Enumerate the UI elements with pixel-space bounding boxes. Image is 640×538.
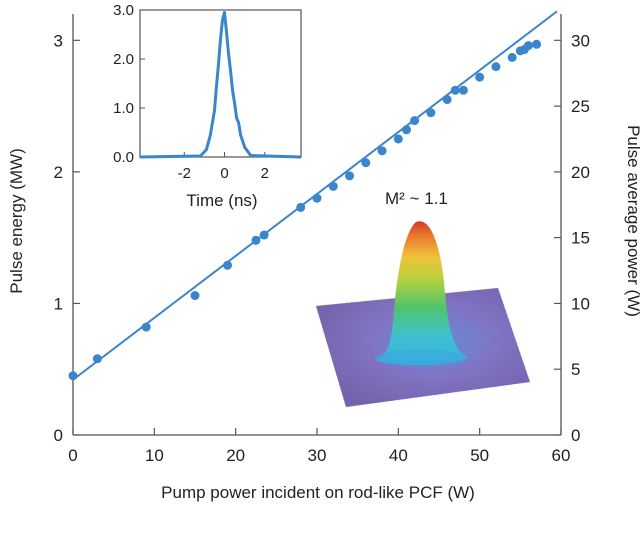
y-tick-label-right: 0 xyxy=(571,426,580,445)
x-tick-label: 60 xyxy=(552,446,571,465)
data-point xyxy=(458,85,468,95)
data-point xyxy=(312,193,322,203)
x-tick-label: 40 xyxy=(389,446,408,465)
y-tick-label-right: 30 xyxy=(571,31,590,50)
beam-quality-label: M² ~ 1.1 xyxy=(385,189,448,208)
y-axis-label-left: Pulse energy (MW) xyxy=(7,148,26,293)
x-tick-label: 0 xyxy=(68,446,77,465)
data-point xyxy=(345,171,355,181)
x-tick-label: 30 xyxy=(308,446,327,465)
inset-y-tick-label: 1.0 xyxy=(113,100,134,117)
inset-y-tick-label: 0.0 xyxy=(113,149,134,166)
beam-profile-image: M² ~ 1.1 xyxy=(315,189,531,408)
data-point xyxy=(523,41,533,51)
x-tick-label: 20 xyxy=(226,446,245,465)
data-point xyxy=(328,181,338,191)
data-point xyxy=(361,158,371,168)
data-point xyxy=(141,322,151,332)
data-point xyxy=(475,72,485,82)
inset-y-tick-label: 2.0 xyxy=(113,51,134,68)
y-tick-label-right: 20 xyxy=(571,163,590,182)
y-tick-label-right: 10 xyxy=(571,294,590,313)
x-tick-label: 50 xyxy=(470,446,489,465)
data-point xyxy=(393,134,403,144)
data-point xyxy=(507,52,517,62)
y-tick-label-left: 0 xyxy=(54,426,63,445)
beam-peak xyxy=(375,221,468,366)
beam-peak-base-ring xyxy=(375,350,467,366)
inset-y-tick-label: 3.0 xyxy=(113,2,134,19)
y-tick-label-right: 15 xyxy=(571,229,590,248)
inset-x-tick-label: -2 xyxy=(178,165,191,182)
data-point xyxy=(401,125,411,135)
pulse-inset: -2 0 2 0.0 1.0 2.0 3.0 Time (ns) xyxy=(113,2,302,210)
data-point xyxy=(251,235,261,245)
data-point xyxy=(491,62,501,72)
main-points-group xyxy=(68,39,542,381)
inset-pulse-curve xyxy=(139,10,302,159)
inset-x-tick-label: 2 xyxy=(261,165,269,182)
data-point xyxy=(450,85,460,95)
data-point xyxy=(223,260,233,270)
x-axis-label: Pump power incident on rod-like PCF (W) xyxy=(161,483,475,502)
inset-x-axis-label: Time (ns) xyxy=(186,191,257,210)
data-point xyxy=(426,108,436,118)
y-tick-label-left: 2 xyxy=(54,163,63,182)
data-point xyxy=(92,354,102,364)
data-point xyxy=(259,230,269,240)
inset-x-tick-label: 0 xyxy=(220,165,228,182)
y-axis-label-right: Pulse average power (W) xyxy=(624,125,640,317)
y-tick-label-right: 25 xyxy=(571,97,590,116)
data-point xyxy=(68,371,78,381)
data-point xyxy=(532,39,542,49)
data-point xyxy=(296,202,306,212)
y-tick-label-right: 5 xyxy=(571,360,580,379)
data-point xyxy=(190,291,200,301)
x-tick-label: 10 xyxy=(145,446,164,465)
y-tick-label-left: 1 xyxy=(54,294,63,313)
data-point xyxy=(377,146,387,156)
data-point xyxy=(442,95,452,105)
data-point xyxy=(410,116,420,126)
y-tick-label-left: 3 xyxy=(54,31,63,50)
